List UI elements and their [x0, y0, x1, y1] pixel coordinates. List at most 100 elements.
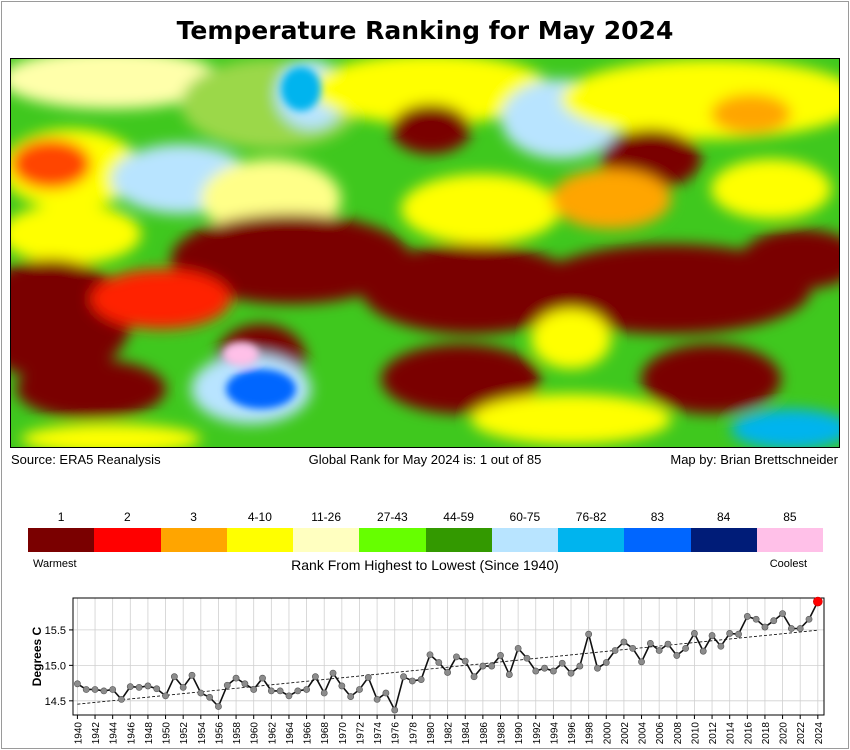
- x-tick-label: 1994: [549, 722, 560, 745]
- data-point: [655, 647, 663, 654]
- temperature-series-chart: 14.5 15.0 15.5 1940 1942 1944 1946 1948 1950 1952…: [30, 596, 825, 745]
- data-point: [259, 674, 266, 682]
- data-point: [699, 647, 707, 655]
- data-point: [602, 659, 610, 666]
- data-point: [153, 685, 161, 693]
- data-point: [188, 671, 196, 679]
- data-point: [646, 639, 654, 647]
- x-tick-label: 2004: [638, 722, 649, 745]
- legend-coolest-label: Coolest: [769, 558, 807, 570]
- data-point: [74, 680, 81, 688]
- legend-color-bar: [28, 528, 823, 552]
- data-point: [532, 667, 540, 675]
- legend-label: 85: [783, 510, 797, 524]
- data-point: [312, 673, 319, 681]
- data-point: [761, 623, 769, 631]
- data-point: [373, 696, 381, 703]
- data-point: [743, 613, 751, 620]
- data-point: [408, 677, 416, 685]
- data-point: [726, 630, 734, 637]
- data-point: [453, 653, 460, 661]
- data-point: [558, 659, 566, 667]
- data-point: [356, 686, 363, 693]
- x-tick-label: 1948: [144, 722, 155, 745]
- data-point: [364, 674, 372, 681]
- x-tick-label: 1954: [197, 722, 208, 745]
- data-point: [294, 687, 302, 695]
- x-tick-label: 2022: [796, 722, 807, 745]
- x-tick-label: 1996: [567, 722, 578, 745]
- plot-frame: [72, 597, 825, 716]
- x-tick-label: 1982: [444, 722, 455, 745]
- x-tick-label: 1990: [514, 722, 525, 745]
- legend-swatch: [293, 528, 360, 552]
- legend-title: Rank From Highest to Lowest (Since 1940): [291, 557, 559, 573]
- data-point: [444, 669, 452, 676]
- data-point: [673, 652, 681, 659]
- legend-swatch: [160, 528, 227, 552]
- x-tick-label: 1944: [109, 722, 120, 745]
- x-tick-label: 1946: [126, 722, 137, 745]
- x-tick-label: 1958: [232, 722, 243, 745]
- x-tick-label: 1986: [479, 722, 490, 745]
- legend-labels: 1 2 3 4-10 11-26 27-43 44-59 60-75 76-82…: [28, 510, 823, 524]
- data-point: [594, 664, 601, 672]
- data-point: [135, 683, 143, 691]
- data-point: [347, 693, 355, 700]
- data-point: [126, 683, 134, 691]
- y-axis-label: Degrees C: [30, 626, 44, 686]
- data-point: [206, 693, 214, 701]
- legend-swatch: [226, 528, 293, 552]
- data-point: [505, 671, 513, 678]
- data-point: [197, 689, 205, 697]
- data-point: [179, 683, 187, 691]
- legend-swatch: [690, 528, 757, 552]
- x-tick-label: 2010: [690, 722, 701, 745]
- data-point: [664, 640, 672, 648]
- y-tick-label: 15.0: [45, 660, 66, 672]
- x-tick-label: 1992: [532, 722, 543, 745]
- legend-label: 4-10: [247, 510, 272, 524]
- data-point: [461, 657, 469, 665]
- legend-swatch: [558, 528, 625, 552]
- data-point: [435, 659, 443, 666]
- data-point: [541, 664, 548, 672]
- trend-line: [77, 629, 818, 705]
- legend-label: 3: [190, 510, 197, 524]
- x-tick-label: 1988: [497, 722, 508, 745]
- x-tick-label: 1942: [91, 722, 102, 745]
- data-point: [417, 676, 425, 683]
- credit-caption: Map by: Brian Brettschneider: [670, 452, 838, 467]
- figure-title: Temperature Ranking for May 2024: [176, 16, 674, 45]
- world-rank-map: [10, 58, 840, 448]
- data-point: [779, 610, 786, 617]
- x-tick-label: 2012: [708, 722, 719, 745]
- data-point: [488, 662, 496, 670]
- data-point: [223, 681, 231, 689]
- legend-label: 60-75: [509, 510, 541, 524]
- data-point: [109, 686, 117, 693]
- data-point: [267, 687, 275, 695]
- legend-swatch: [624, 528, 691, 552]
- data-point: [391, 706, 399, 714]
- x-tick-label: 2016: [743, 722, 754, 745]
- data-point: [82, 686, 90, 693]
- data-point: [250, 686, 258, 693]
- x-tick-label: 1940: [73, 722, 84, 745]
- x-tick-label: 1966: [303, 722, 314, 745]
- legend-swatch: [94, 528, 161, 552]
- data-point: [735, 630, 742, 638]
- x-tick-label: 2006: [655, 722, 666, 745]
- x-tick-label: 1962: [267, 722, 278, 745]
- data-point: [144, 682, 152, 690]
- data-point: [708, 632, 716, 639]
- data-point: [638, 658, 645, 666]
- data-point: [805, 615, 813, 623]
- x-tick-label: 1978: [408, 722, 419, 745]
- data-point: [100, 687, 108, 695]
- x-tick-label: 1968: [320, 722, 331, 745]
- data-point: [91, 686, 99, 693]
- x-tick-label: 2008: [673, 722, 684, 745]
- data-point: [470, 673, 478, 681]
